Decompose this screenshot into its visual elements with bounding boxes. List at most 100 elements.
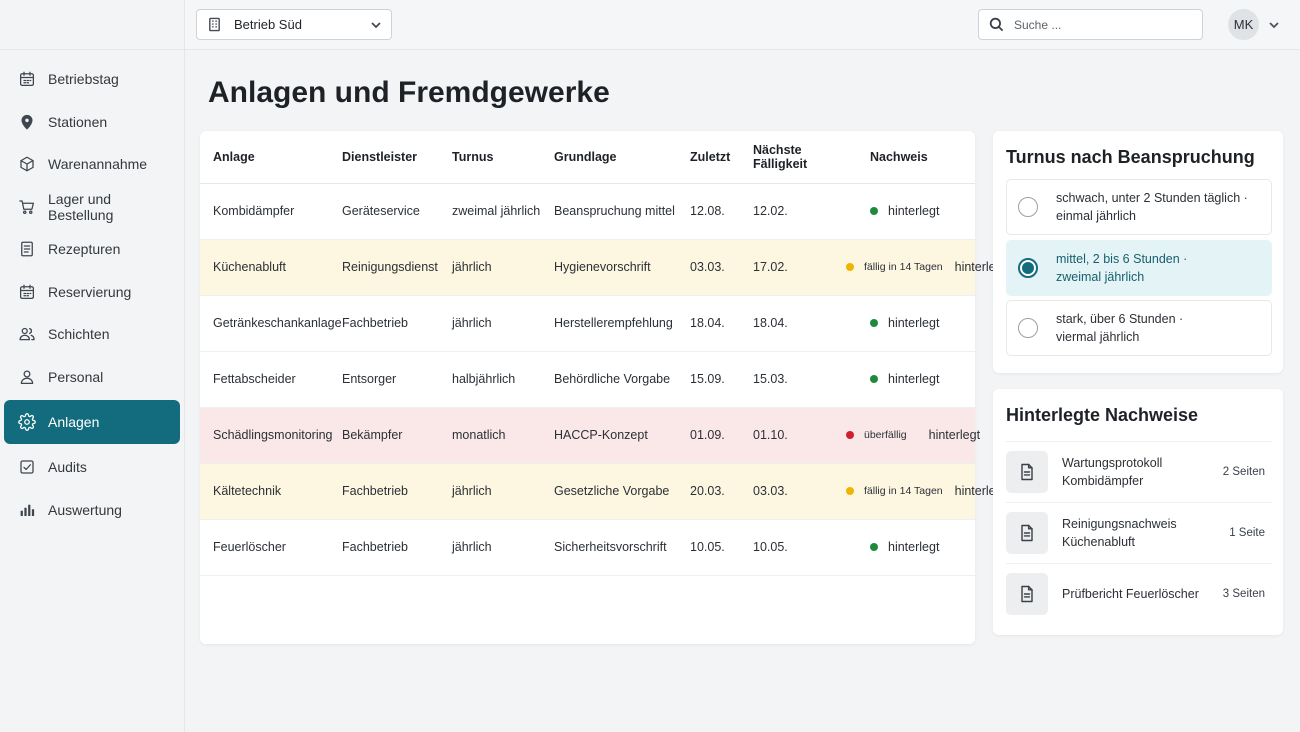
cell-naechste: 03.03. [740,463,857,520]
site-select[interactable]: Betrieb Süd [196,9,392,40]
nachweis-title: Reinigungsnachweis Küchenabluft [1062,517,1177,549]
cell-nachweis: fällig in 14 Tagen hinterlegt [846,463,1006,520]
cell-grundlage: Behördliche Vorgabe [541,351,677,408]
cell-dienstleister: Entsorger [329,351,439,408]
column-header[interactable]: Grundlage [541,131,677,184]
status-dot [870,375,878,383]
status-dot [846,431,854,439]
turnus-option-schwach[interactable]: schwach, unter 2 Stunden täglich · einmal… [1006,179,1272,235]
sidebar-item-label: Rezepturen [48,241,121,258]
status-dot [846,487,854,495]
cell-dienstleister: Fachbetrieb [329,295,439,352]
sidebar-item-personal[interactable]: Personal [4,356,180,399]
status-text: fällig in 14 Tagen [864,261,943,273]
document-icon [1006,512,1048,554]
column-header[interactable]: Turnus [439,131,541,184]
table-row[interactable]: Fettabscheider Entsorger halbjährlich Be… [200,351,975,408]
sidebar-item-reservierung[interactable]: Reservierung [4,271,180,314]
nachweise-card-title: Hinterlegte Nachweise [1006,405,1199,425]
sidebar-item-label: Auswertung [48,501,122,518]
option-line: zweimal jährlich [1056,270,1145,284]
cell-grundlage: Hygienevorschrift [541,239,677,296]
cell-grundlage: HACCP-Konzept [541,407,677,464]
sidebar-item-schichten[interactable]: Schichten [4,313,180,356]
cell-naechste: 18.04. [740,295,857,352]
nachweis-title: Wartungsprotokoll Kombidämpfer [1062,456,1163,488]
cell-zuletzt: 18.04. [677,295,740,352]
column-header[interactable]: Dienstleister [329,131,439,184]
map-pin-icon [18,113,36,131]
nachweis-pages: 2 Seiten [1222,466,1265,478]
column-header[interactable]: Nachweis [857,131,975,184]
cell-naechste: 17.02. [740,239,857,296]
cell-grundlage: Beanspruchung mittel [541,183,677,240]
search-box [978,9,1203,40]
site-select-value: Betrieb Süd [234,17,302,32]
cell-anlage: Getränkeschankanlage [200,295,342,352]
nachweis-item[interactable]: Prüfbericht Feuerlöscher 3 Seiten [1006,563,1272,624]
cell-zuletzt: 20.03. [677,463,740,520]
document-icon [1006,451,1048,493]
sidebar-item-auswertung[interactable]: Auswertung [4,489,180,532]
anlagen-table-card: Anlage Dienstleister Turnus Grundlage Zu… [200,131,1006,644]
cell-dienstleister: Fachbetrieb [329,463,439,520]
cell-nachweis: hinterlegt [857,351,975,408]
option-label: mittel, 2 bis 6 Stunden · zweimal jährlic… [1056,250,1187,286]
sidebar-item-warenannahme[interactable]: Warenannahme [4,143,180,186]
search-input[interactable] [1014,17,1194,32]
column-header[interactable]: Zuletzt [677,131,740,184]
cell-anlage: Feuerlöscher [200,519,329,576]
table-row[interactable]: Kältetechnik Fachbetrieb jährlich Gesetz… [200,463,1006,520]
cell-turnus: jährlich [439,463,541,520]
sidebar-item-anlagen[interactable]: Anlagen [4,400,180,444]
option-label: stark, über 6 Stunden · viermal jährlich [1056,310,1183,346]
option-line: mittel, 2 bis 6 Stunden · [1056,252,1188,266]
cell-zuletzt: 03.03. [677,239,740,296]
sidebar-nav: Betriebstag Stationen Warenannahme Lager… [0,50,184,531]
nachweis-text: hinterlegt [928,428,981,442]
nachweis-item[interactable]: Reinigungsnachweis Küchenabluft 1 Seite [1006,502,1272,563]
document-icon [18,240,36,258]
sidebar-item-betriebstag[interactable]: Betriebstag [4,58,180,101]
turnus-option-mittel[interactable]: mittel, 2 bis 6 Stunden · zweimal jährlic… [1006,240,1272,296]
chevron-down-icon[interactable] [1268,18,1280,36]
users-icon [18,325,36,343]
cell-anlage: Küchenabluft [200,239,329,296]
avatar[interactable]: MK [1228,9,1259,40]
chevron-down-icon [370,19,382,34]
sidebar-item-audits[interactable]: Audits [4,446,180,489]
table-row[interactable]: Schädlingsmonitoring Bekämpfer monatlich… [200,407,980,464]
table-row[interactable]: Getränkeschankanlage Fachbetrieb jährlic… [200,295,975,352]
nachweis-text: hinterlegt [888,540,940,554]
cell-grundlage: Herstellerempfehlung [541,295,677,352]
table-row[interactable]: Kombidämpfer Geräteservice zweimal jährl… [200,183,975,240]
option-line: stark, über 6 Stunden · [1056,312,1184,326]
cell-grundlage: Sicherheitsvorschrift [541,519,677,576]
turnus-option-stark[interactable]: stark, über 6 Stunden · viermal jährlich [1006,300,1272,356]
sidebar-item-label: Personal [48,368,104,385]
nachweis-item[interactable]: Wartungsprotokoll Kombidämpfer 2 Seiten [1006,441,1272,502]
cell-naechste: 01.10. [740,407,857,464]
table-row[interactable]: Feuerlöscher Fachbetrieb jährlich Sicher… [200,519,975,576]
sidebar-item-label: Betriebstag [48,71,119,88]
cell-zuletzt: 15.09. [677,351,740,408]
sidebar-item-stationen[interactable]: Stationen [4,101,180,144]
column-header[interactable]: Nächste Fälligkeit [740,131,857,184]
cell-nachweis: überfällig hinterlegt [846,407,980,464]
radio-button[interactable] [1018,258,1038,278]
turnus-card: Turnus nach Beanspruchung schwach, unter… [993,131,1283,373]
column-header[interactable]: Anlage [200,131,329,184]
page-title: Anlagen und Fremdgewerke [208,76,610,109]
document-icon [1006,573,1048,615]
sidebar-item-lager[interactable]: Lager und Bestellung [4,186,180,229]
option-line: viermal jährlich [1056,330,1140,344]
cell-turnus: halbjährlich [439,351,541,408]
radio-button[interactable] [1018,197,1038,217]
radio-button[interactable] [1018,318,1038,338]
cell-anlage: Kältetechnik [200,463,329,520]
nachweis-pages: 1 Seite [1229,527,1265,539]
sidebar-item-rezepturen[interactable]: Rezepturen [4,228,180,271]
cell-turnus: jährlich [439,239,541,296]
cell-dienstleister: Geräteservice [329,183,439,240]
table-row[interactable]: Küchenabluft Reinigungsdienst jährlich H… [200,239,1006,296]
